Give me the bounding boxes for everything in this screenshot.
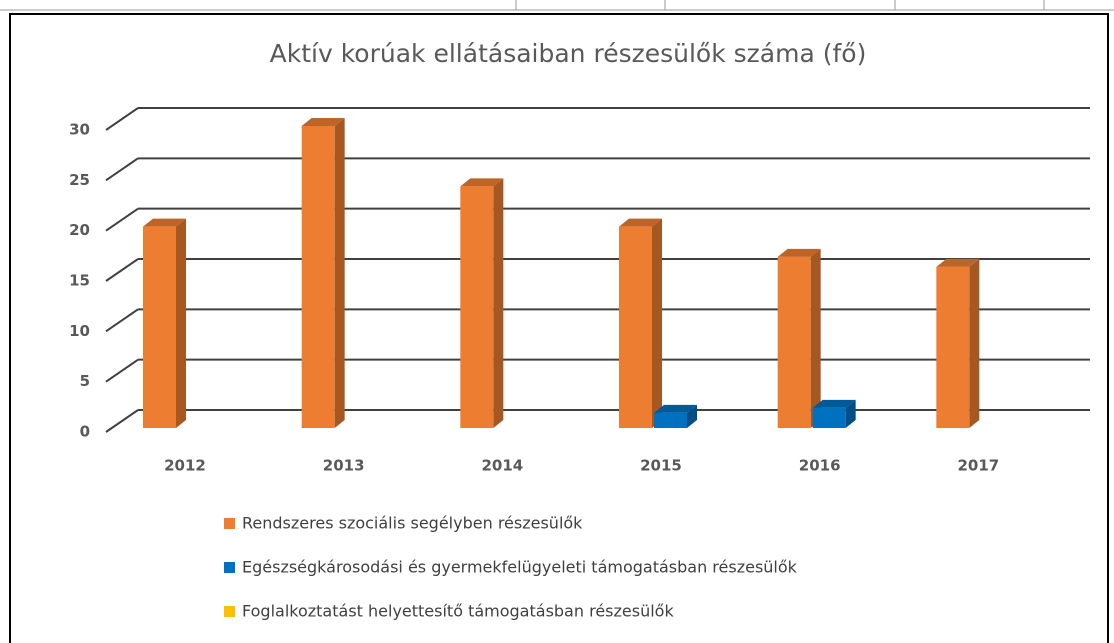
bar-top: [777, 248, 821, 257]
bar-side: [845, 399, 856, 428]
grid-line-side: [105, 308, 139, 333]
legend-swatch: [224, 606, 235, 617]
grid-line-side: [105, 409, 139, 433]
bar-top: [812, 399, 856, 408]
bar: [143, 218, 186, 428]
bar: [777, 248, 821, 428]
bar-front: [654, 412, 687, 428]
bar-front: [143, 226, 176, 428]
bar-front: [460, 186, 494, 428]
bar-front: [301, 126, 335, 428]
y-tick-label: 15: [69, 272, 90, 290]
bar: [936, 258, 980, 428]
bar-side: [176, 218, 186, 428]
bar: [654, 404, 697, 428]
grid-line-side: [105, 207, 139, 232]
bar: [460, 178, 504, 428]
y-tick-label: 30: [69, 121, 90, 139]
x-tick-label: 2012: [164, 457, 206, 475]
y-tick-label: 10: [69, 322, 90, 340]
bar: [619, 218, 662, 428]
bar-top: [143, 218, 186, 227]
y-tick-label: 25: [69, 171, 90, 189]
bar-front: [936, 266, 970, 428]
legend-label: Foglalkoztatást helyettesítő támogatásba…: [242, 602, 674, 621]
bar: [301, 118, 345, 428]
bar-top: [460, 178, 504, 187]
bar-top: [619, 218, 662, 227]
y-tick-label: 20: [69, 221, 90, 239]
legend-label: Rendszeres szociális segélyben részesülő…: [242, 514, 583, 533]
x-tick-label: 2016: [799, 457, 841, 475]
bar-side: [652, 218, 662, 428]
grid-line-side: [105, 358, 139, 383]
bar-front: [777, 256, 811, 428]
grid-line-side: [105, 107, 139, 131]
chart-border: [9, 13, 1109, 643]
bar-side: [810, 248, 821, 428]
bar-top: [654, 404, 697, 413]
x-tick-label: 2014: [481, 457, 523, 475]
x-tick-label: 2015: [640, 457, 682, 475]
y-tick-label: 0: [80, 423, 90, 441]
bar-front: [812, 407, 846, 428]
chart-title: Aktív korúak ellátásaiban részesülők szá…: [270, 39, 867, 68]
bar-side: [969, 258, 980, 428]
bar-front: [619, 226, 652, 428]
legend-swatch: [224, 562, 235, 573]
bar: [812, 399, 856, 428]
x-tick-label: 2017: [957, 457, 999, 475]
grid-line-side: [105, 258, 139, 282]
grid-line-side: [105, 157, 139, 182]
bar-side: [493, 178, 504, 428]
legend-label: Egészségkárosodási és gyermekfelügyeleti…: [242, 558, 798, 577]
y-tick-label: 5: [80, 372, 90, 390]
bar-side: [334, 118, 345, 428]
legend-swatch: [224, 518, 235, 529]
bar-top: [936, 258, 980, 267]
x-tick-label: 2013: [323, 457, 365, 475]
bar-side: [687, 404, 697, 428]
bar-top: [301, 118, 345, 126]
